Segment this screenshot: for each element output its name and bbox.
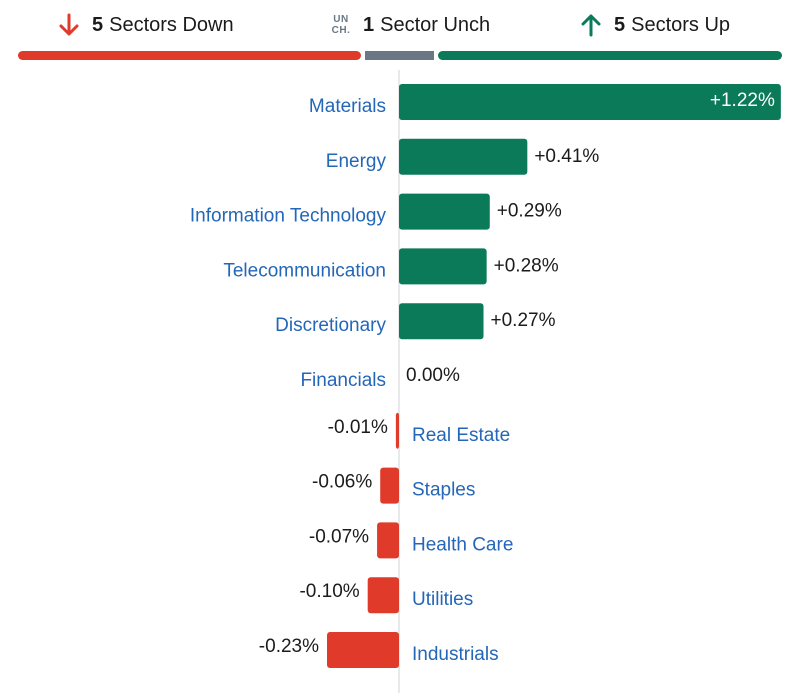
category-label-discretionary: Discretionary [275,315,386,336]
category-label-industrials: Industrials [412,644,499,665]
category-label-health-care: Health Care [412,534,513,555]
category-label-staples: Staples [412,480,475,501]
sectors-down-summary: 5 Sectors Down [56,8,234,42]
category-label-real-estate: Real Estate [412,425,510,446]
value-label-health-care: -0.07% [309,526,369,547]
bar-staples[interactable] [380,467,399,504]
value-label-staples: -0.06% [312,472,372,493]
arrow-up-icon [581,14,601,37]
sectors-up-bar [438,51,782,60]
bar-utilities[interactable] [367,577,399,614]
sector-performance-chart: Materials +1.22% Energy +0.41% Information T… [190,70,781,693]
bar-information-technology[interactable] [399,193,490,230]
sectors-up-count: 5 [614,13,626,36]
sectors-up-label: Sectors Up [631,13,731,36]
bar-industrials[interactable] [327,632,399,668]
value-label-energy: +0.41% [534,146,599,167]
category-label-energy: Energy [326,151,387,172]
sectors-down-label: Sectors Down [109,13,234,36]
unchanged-icon-line-2: CH. [331,25,351,36]
sectors-unch-label: Sector Unch [380,13,491,36]
value-label-real-estate: -0.01% [328,417,388,438]
category-label-telecommunication: Telecommunication [223,260,386,281]
sectors-down-bar [18,51,361,60]
value-label-telecommunication: +0.28% [494,255,559,276]
value-label-discretionary: +0.27% [491,310,556,331]
arrow-down-icon [59,13,79,36]
value-label-financials: 0.00% [406,365,460,386]
unchanged-icon-line-1: UN [333,14,349,25]
value-label-materials: +1.22% [710,90,775,111]
category-label-financials: Financials [300,370,386,391]
bar-materials[interactable] [399,84,781,120]
bar-real-estate[interactable] [395,412,399,449]
category-label-utilities: Utilities [412,589,473,610]
bar-telecommunication[interactable] [399,248,487,285]
sectors-up-summary: 5 Sectors Up [578,8,730,42]
category-label-materials: Materials [309,96,386,117]
category-label-information-technology: Information Technology [190,206,387,227]
sectors-down-count: 5 [92,13,104,36]
bar-energy[interactable] [399,138,528,175]
sectors-unch-bar [365,51,434,60]
sectors-unch-summary: UN CH. 1 Sector Unch [329,8,491,42]
sectors-unch-count: 1 [363,13,375,36]
unchanged-icon: UN CH. [329,14,353,36]
bar-health-care[interactable] [377,522,399,559]
bar-discretionary[interactable] [399,303,484,340]
value-label-utilities: -0.10% [299,581,359,602]
sector-summary: 5 Sectors Down UN CH. 1 Sector Unch 5 Se… [18,0,782,62]
value-label-industrials: -0.23% [259,636,319,657]
value-label-information-technology: +0.29% [497,201,562,222]
